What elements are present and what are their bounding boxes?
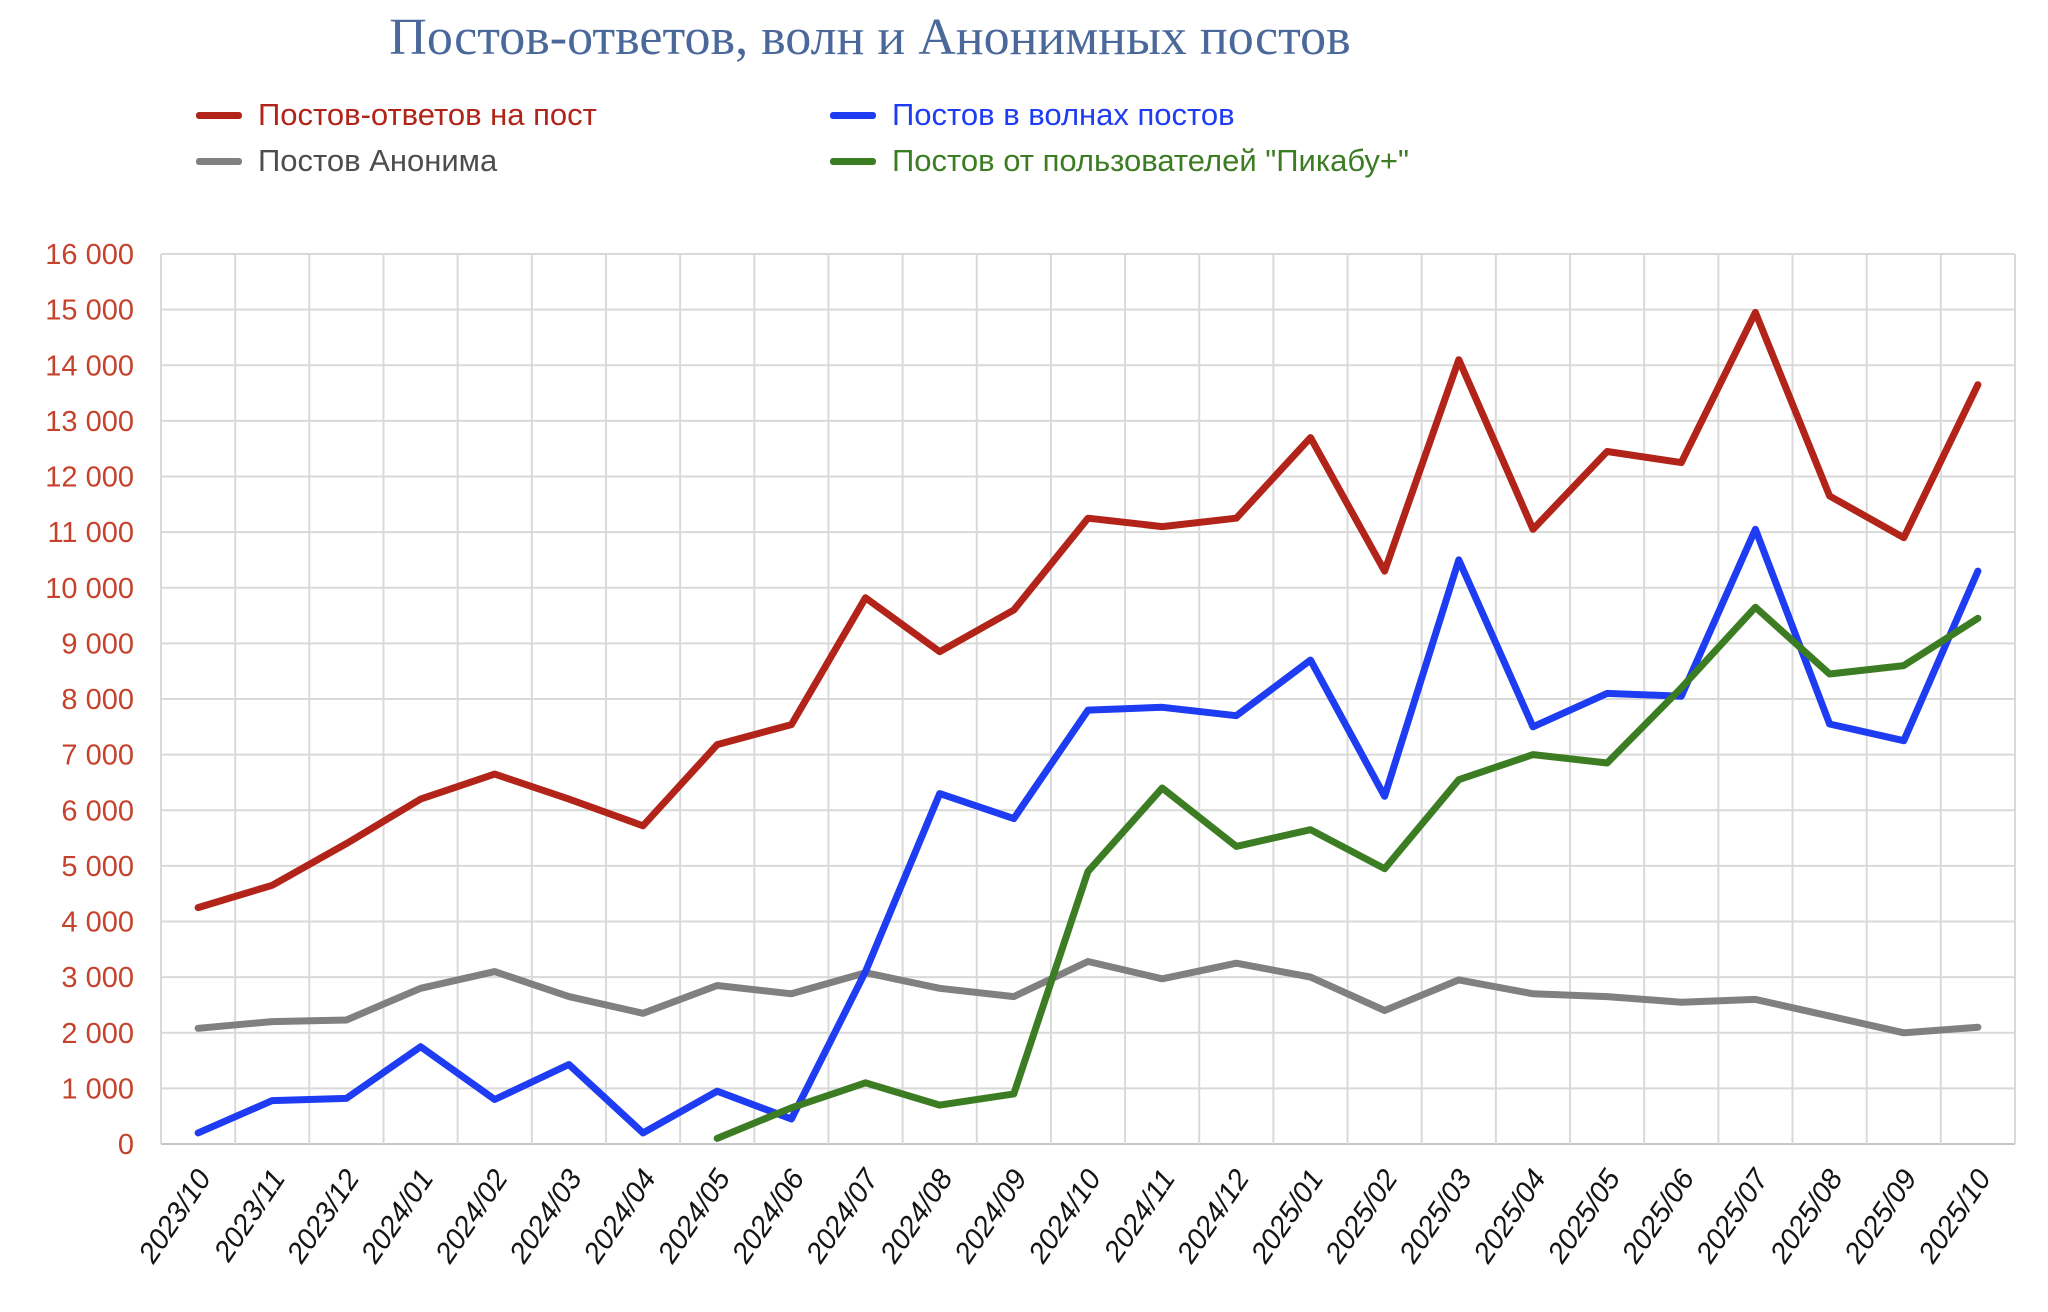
y-tick-label: 7 000	[61, 740, 134, 772]
x-tick-label: 2023/12	[280, 1164, 366, 1270]
legend: Постов-ответов на пост Постов в волнах п…	[0, 0, 2048, 190]
x-tick-label: 2024/01	[355, 1164, 441, 1270]
legend-dash-gray-icon	[196, 157, 242, 165]
y-tick-label: 5 000	[61, 851, 134, 883]
y-tick-label: 12 000	[45, 462, 134, 494]
x-tick-label: 2024/03	[503, 1164, 589, 1270]
legend-label: Постов-ответов на пост	[258, 97, 597, 132]
page-title: Постов-ответов, волн и Анонимных постов	[389, 9, 1351, 66]
legend-label: Постов Анонима	[258, 143, 498, 178]
legend-item-anonymous: Постов Анонима	[196, 143, 497, 179]
x-tick-label: 2024/07	[800, 1162, 887, 1269]
legend-dash-red-icon	[196, 111, 242, 119]
y-tick-label: 13 000	[45, 406, 134, 438]
legend-item-replies: Постов-ответов на пост	[196, 97, 597, 133]
x-tick-label: 2023/10	[132, 1164, 218, 1270]
x-tick-label: 2025/01	[1245, 1164, 1331, 1270]
x-tick-label: 2024/11	[1097, 1164, 1182, 1268]
x-tick-label: 2025/10	[1912, 1164, 1998, 1270]
series-line-0	[194, 308, 1982, 912]
y-tick-label: 3 000	[61, 962, 134, 994]
legend-label: Постов от пользователей "Пикабу+"	[892, 143, 1410, 178]
y-tick-label: 14 000	[45, 350, 134, 382]
x-tick-label: 2025/08	[1764, 1164, 1850, 1270]
x-tick-label: 2025/04	[1467, 1164, 1553, 1270]
y-tick-label: 6 000	[61, 795, 134, 827]
x-tick-label: 2024/06	[725, 1163, 811, 1269]
y-tick-label: 16 000	[45, 239, 134, 271]
x-tick-label: 2025/09	[1838, 1164, 1924, 1270]
x-tick-label: 2025/06	[1615, 1163, 1701, 1269]
legend-dash-green-icon	[830, 157, 876, 165]
x-tick-label: 2024/04	[577, 1164, 663, 1270]
y-tick-label: 9 000	[61, 628, 134, 660]
legend-item-waves: Постов в волнах постов	[830, 97, 1235, 133]
x-tick-label: 2025/07	[1690, 1162, 1777, 1269]
y-tick-label: 4 000	[61, 907, 134, 939]
y-tick-label: 8 000	[61, 684, 134, 716]
x-tick-label: 2025/03	[1393, 1164, 1479, 1270]
legend-item-pikabu-plus: Постов от пользователей "Пикабу+"	[830, 143, 1409, 179]
legend-label: Постов в волнах постов	[892, 97, 1235, 132]
x-tick-label: 2024/10	[1022, 1164, 1108, 1270]
y-tick-label: 10 000	[45, 573, 134, 605]
y-tick-label: 1 000	[61, 1073, 134, 1105]
x-tick-label: 2024/08	[874, 1164, 960, 1270]
x-tick-label: 2024/05	[651, 1163, 737, 1269]
y-tick-label: 11 000	[47, 517, 134, 549]
x-tick-label: 2024/12	[1170, 1164, 1256, 1270]
series-line-2	[194, 958, 1982, 1037]
x-tick-label: 2025/05	[1541, 1163, 1627, 1269]
x-tick-label: 2024/09	[948, 1164, 1034, 1270]
series-line-1	[194, 525, 1982, 1137]
series-line-3	[713, 603, 1982, 1142]
legend-dash-blue-icon	[830, 111, 876, 119]
y-tick-label: 15 000	[45, 295, 134, 327]
y-tick-label: 2 000	[61, 1018, 134, 1050]
x-tick-label: 2023/11	[208, 1164, 293, 1268]
y-tick-label: 0	[118, 1129, 134, 1161]
x-tick-label: 2025/02	[1319, 1164, 1405, 1270]
x-tick-label: 2024/02	[429, 1164, 515, 1270]
